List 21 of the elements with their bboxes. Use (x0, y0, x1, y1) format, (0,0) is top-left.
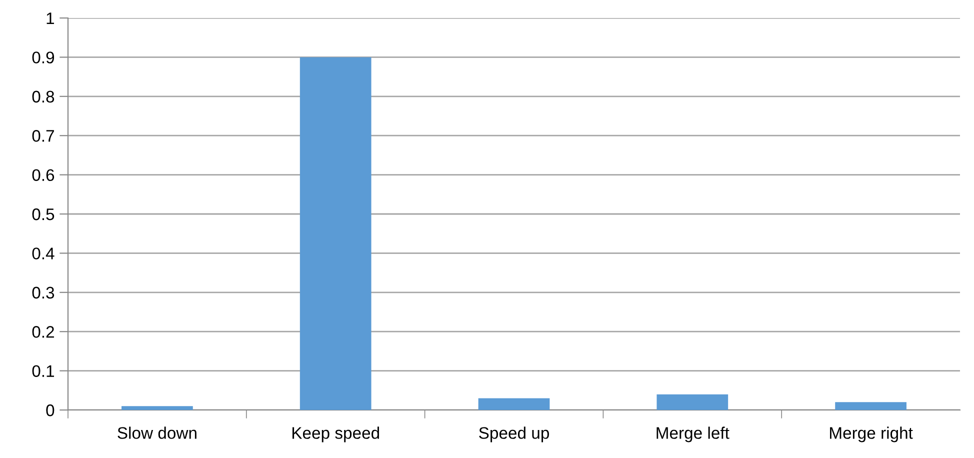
bar (656, 394, 728, 410)
x-tick-label: Merge right (830, 426, 913, 442)
bar (300, 57, 372, 410)
x-tick-label: Slow down (118, 426, 196, 439)
y-tick-label: 0 (46, 404, 54, 416)
y-tick-label: 1 (46, 12, 54, 24)
y-tick-label: 0.6 (32, 169, 54, 182)
x-tick-label: Merge left (656, 426, 730, 442)
x-tick-label: Keep speed (292, 426, 380, 442)
y-tick-label: 0.3 (32, 286, 54, 299)
y-tick-label: 0.5 (32, 208, 54, 220)
bar (835, 402, 906, 410)
x-tick-label: Speed up (479, 426, 549, 442)
y-tick-label: 0.8 (32, 90, 54, 103)
bar (478, 398, 550, 410)
y-tick-label: 0.1 (32, 365, 54, 378)
y-tick-label: 0.7 (32, 130, 54, 142)
bar (122, 406, 193, 410)
y-tick-label: 0.2 (32, 326, 54, 338)
y-tick-label: 0.9 (32, 52, 54, 64)
y-tick-label: 0.4 (32, 248, 54, 260)
